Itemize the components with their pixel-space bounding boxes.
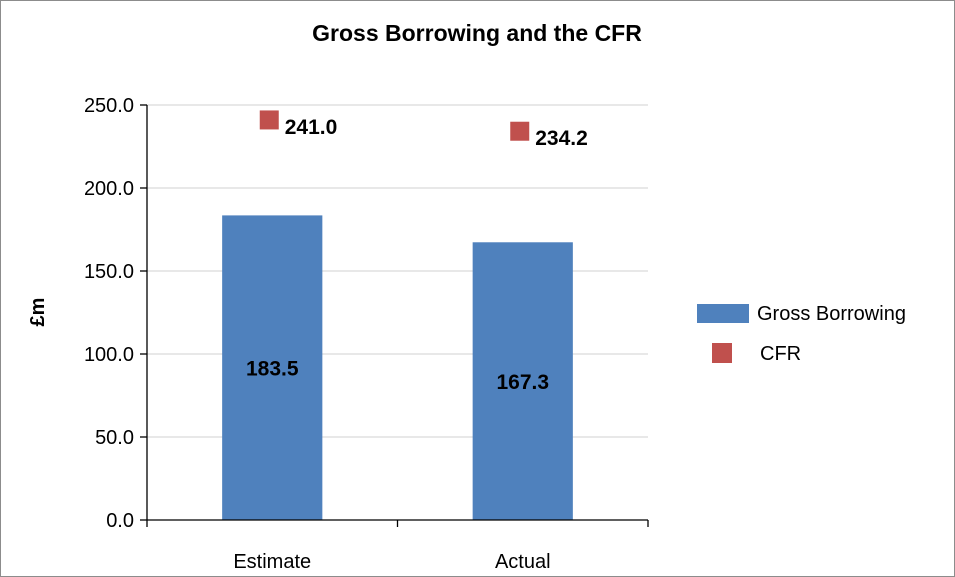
bar-gross-borrowing [222,215,323,520]
legend-label: Gross Borrowing [757,303,906,325]
data-labels: 183.5 167.3 241.0 234.2 [246,116,588,394]
bar-data-label: 183.5 [246,358,299,381]
marker-data-label: 234.2 [535,127,588,150]
bar-gross-borrowing [472,242,573,521]
y-tick-label: 50.0 [95,427,134,449]
y-tick-label: 0.0 [106,510,134,532]
legend: Gross Borrowing CFR [697,303,906,365]
chart-title: Gross Borrowing and the CFR [312,20,642,46]
bar-series [222,215,573,521]
marker-cfr [259,110,279,130]
legend-label: CFR [760,343,801,365]
legend-swatch-bar [697,304,749,323]
marker-cfr [510,121,530,141]
marker-data-label: 241.0 [285,116,338,139]
legend-swatch-marker [712,343,732,363]
marker-series [259,110,530,141]
x-tick-label: Actual [495,551,551,573]
bar-data-label: 167.3 [496,371,549,394]
y-axis-title: £m [27,298,49,327]
axes: 0.0 50.0 100.0 150.0 200.0 250.0 Estimate Actua… [84,95,649,573]
y-tick-label: 250.0 [84,95,134,117]
y-tick-label: 100.0 [84,344,134,366]
x-tick-label: Estimate [233,551,311,573]
y-tick-label: 150.0 [84,261,134,283]
y-tick-label: 200.0 [84,178,134,200]
